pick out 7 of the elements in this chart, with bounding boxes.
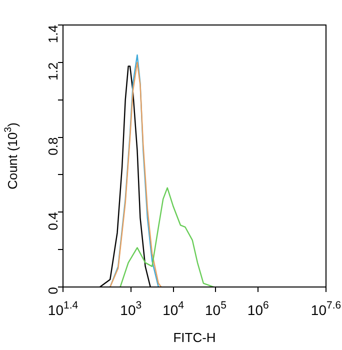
y-tick-label: 0.8 — [46, 137, 61, 156]
y-tick-label: 1.2 — [46, 62, 61, 81]
x-axis-title: FITC-H — [173, 330, 216, 345]
y-axis-title: Count (103) — [3, 122, 20, 190]
y-tick-label: 0.4 — [46, 212, 61, 230]
y-tick-label: 1.4 — [46, 25, 61, 44]
y-tick-label: 0 — [46, 287, 61, 294]
